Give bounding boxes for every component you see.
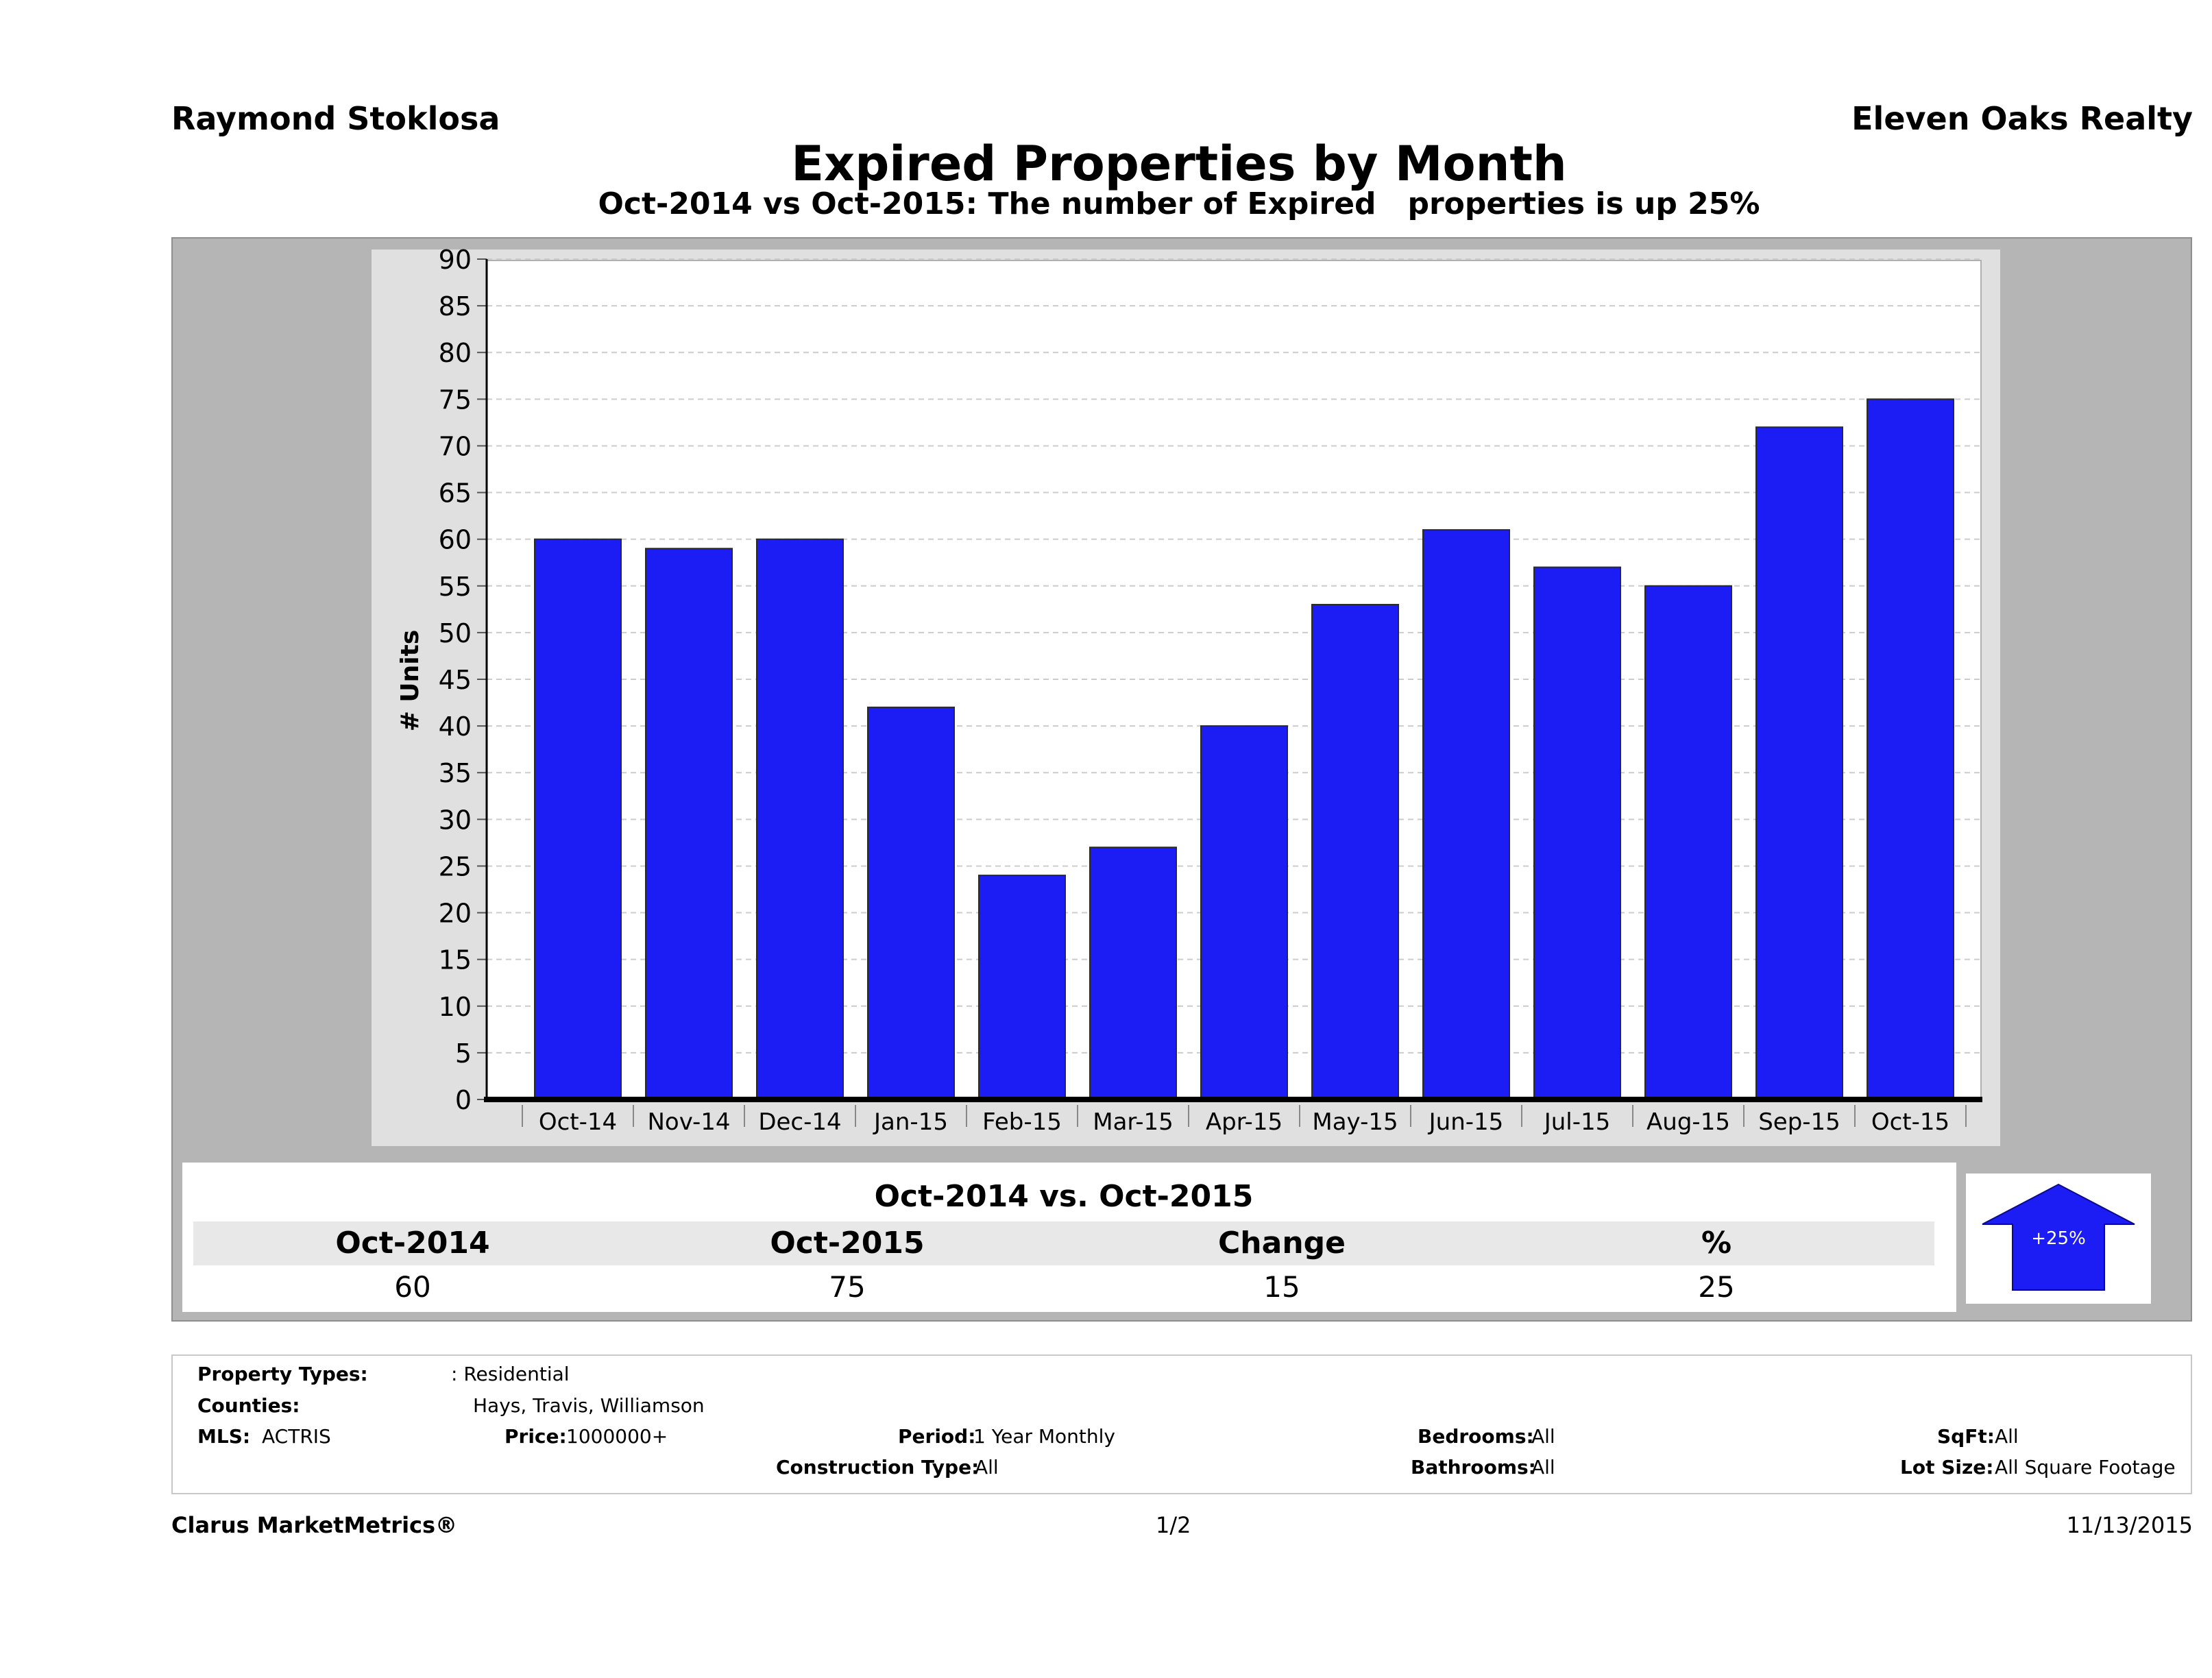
- lot-size-value: All Square Footage: [1995, 1456, 2176, 1479]
- summary-value-change: 15: [1263, 1270, 1300, 1304]
- period-label: Period:: [898, 1425, 976, 1448]
- x-tick-label: Aug-15: [1646, 1108, 1730, 1136]
- y-tick-label: 35: [439, 758, 472, 788]
- page-number: 1/2: [1156, 1512, 1191, 1538]
- y-tick-label: 10: [439, 992, 472, 1022]
- bar-dec-14: [756, 538, 844, 1100]
- summary-header-oct2015: Oct-2015: [770, 1226, 925, 1261]
- x-tick-label: Mar-15: [1093, 1108, 1174, 1136]
- bar-mar-15: [1089, 847, 1177, 1100]
- chart-subtitle: Oct-2014 vs Oct-2015: The number of Expi…: [598, 186, 1760, 221]
- agent-name: Raymond Stoklosa: [171, 100, 500, 137]
- y-tick-label: 20: [439, 899, 472, 929]
- counties-value: Hays, Travis, Williamson: [473, 1394, 705, 1417]
- x-ticks: Oct-14 Nov-14 Dec-14 Jan-15 Feb-15 Mar-15 Apr-…: [522, 1105, 1967, 1136]
- construction-value: All: [975, 1456, 999, 1479]
- filter-panel: Property Types: : Residential Counties: …: [171, 1354, 2192, 1494]
- y-tick-label: 40: [439, 712, 472, 742]
- y-tick-label: 30: [439, 805, 472, 835]
- sqft-label: SqFt:: [1937, 1425, 1995, 1448]
- bar-nov-14: [645, 548, 733, 1100]
- y-axis-label: # Units: [396, 630, 424, 732]
- bar-jan-15: [867, 706, 955, 1101]
- summary-value-oct2015: 75: [829, 1270, 866, 1304]
- brand-name: Clarus MarketMetrics®: [171, 1512, 458, 1538]
- bar-feb-15: [978, 875, 1066, 1100]
- up-arrow-icon: +25%: [1982, 1183, 2135, 1291]
- bar-oct-15: [1867, 398, 1954, 1100]
- y-tick-label: 5: [455, 1038, 472, 1069]
- y-tick-label: 45: [439, 665, 472, 695]
- x-tick-label: Nov-14: [648, 1108, 731, 1136]
- construction-label: Construction Type:: [776, 1456, 980, 1479]
- x-tick-label: Apr-15: [1206, 1108, 1283, 1136]
- summary-header-row: Oct-2014 Oct-2015 Change %: [193, 1221, 1934, 1265]
- x-tick-label: Jul-15: [1543, 1108, 1611, 1136]
- property-types-value: : Residential: [451, 1363, 570, 1385]
- y-tick-label: 25: [439, 851, 472, 881]
- x-tick-label: Jan-15: [873, 1108, 948, 1136]
- y-tick-label: 50: [439, 618, 472, 648]
- price-value: 1000000+: [566, 1425, 668, 1448]
- bathrooms-label: Bathrooms:: [1411, 1456, 1536, 1479]
- y-tick-label: 90: [439, 245, 472, 275]
- x-tick-label: Dec-14: [758, 1108, 841, 1136]
- price-label: Price:: [505, 1425, 567, 1448]
- y-tick-label: 75: [439, 385, 472, 415]
- y-tick-label: 15: [439, 945, 472, 975]
- y-ticks: 0 5 10 15 20 25 30 35 40 45 50 55 60 65 70 75 80 85 90: [439, 245, 487, 1115]
- property-types-label: Property Types:: [197, 1363, 368, 1385]
- summary-value-percent: 25: [1698, 1270, 1735, 1304]
- x-tick-label: Feb-15: [982, 1108, 1062, 1136]
- x-tick-label: Jun-15: [1428, 1108, 1504, 1136]
- brokerage-name: Eleven Oaks Realty: [1851, 100, 2193, 137]
- bar-sep-15: [1755, 426, 1843, 1100]
- x-tick-label: May-15: [1312, 1108, 1398, 1136]
- summary-header-oct2014: Oct-2014: [335, 1226, 490, 1261]
- summary-header-change: Change: [1218, 1226, 1346, 1261]
- bar-may-15: [1311, 604, 1399, 1100]
- bedrooms-label: Bedrooms:: [1418, 1425, 1534, 1448]
- y-tick-label: 85: [439, 291, 472, 321]
- bar-jun-15: [1422, 529, 1510, 1100]
- x-tick-label: Oct-14: [539, 1108, 617, 1136]
- x-tick-label: Sep-15: [1758, 1108, 1840, 1136]
- trend-badge: +25%: [1966, 1174, 2151, 1304]
- summary-value-row: 60 75 15 25: [193, 1268, 1934, 1306]
- y-tick-label: 55: [439, 572, 472, 602]
- bar-jul-15: [1533, 566, 1621, 1100]
- bar-oct-14: [534, 538, 622, 1100]
- y-tick-label: 60: [439, 525, 472, 555]
- chart-title: Expired Properties by Month: [791, 136, 1567, 192]
- y-tick-label: 65: [439, 478, 472, 509]
- sqft-value: All: [1995, 1425, 2019, 1448]
- bar-apr-15: [1200, 725, 1288, 1100]
- mls-label: MLS:: [197, 1425, 251, 1448]
- y-tick-label: 80: [439, 338, 472, 368]
- mls-value: ACTRIS: [262, 1425, 331, 1448]
- bars: [534, 398, 1954, 1101]
- summary-header-percent: %: [1701, 1226, 1732, 1261]
- summary-title: Oct-2014 vs. Oct-2015: [193, 1174, 1934, 1220]
- period-value: 1 Year Monthly: [973, 1425, 1116, 1448]
- lot-size-label: Lot Size:: [1900, 1456, 1994, 1479]
- trend-badge-label: +25%: [2031, 1228, 2086, 1249]
- bedrooms-value: All: [1531, 1425, 1555, 1448]
- x-tick-label: Oct-15: [1871, 1108, 1949, 1136]
- y-tick-label: 70: [439, 431, 472, 461]
- y-tick-label: 0: [455, 1085, 472, 1115]
- summary-value-oct2014: 60: [394, 1270, 431, 1304]
- bar-aug-15: [1644, 585, 1732, 1100]
- report-date: 11/13/2015: [2066, 1512, 2193, 1538]
- counties-label: Counties:: [197, 1394, 300, 1417]
- bathrooms-value: All: [1531, 1456, 1555, 1479]
